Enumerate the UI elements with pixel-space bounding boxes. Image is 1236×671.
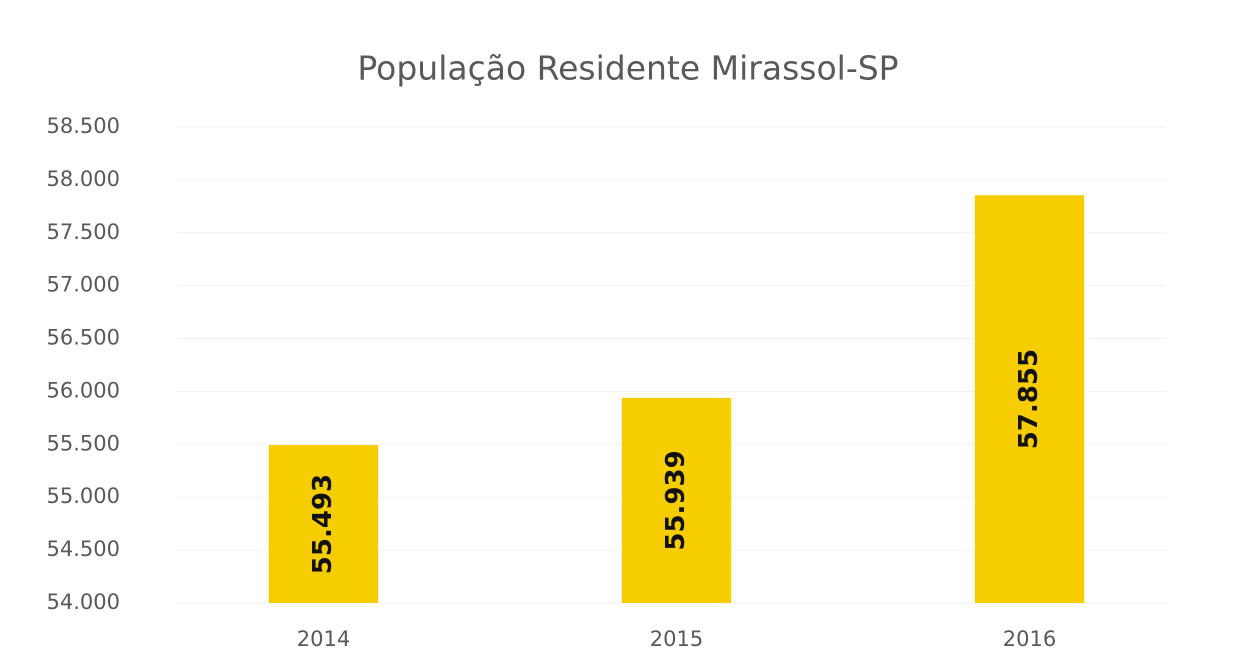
x-tick-label: 2014 bbox=[297, 627, 350, 651]
y-tick-label: 56.000 bbox=[47, 378, 120, 402]
y-tick-label: 58.500 bbox=[47, 114, 120, 138]
y-tick-label: 54.000 bbox=[47, 590, 120, 614]
bar bbox=[974, 195, 1085, 603]
x-tick-label: 2016 bbox=[1003, 627, 1056, 651]
y-tick-label: 54.500 bbox=[47, 537, 120, 561]
bar bbox=[268, 445, 379, 603]
y-tick-label: 57.500 bbox=[47, 220, 120, 244]
y-tick-label: 57.000 bbox=[47, 273, 120, 297]
data-label: 55.493 bbox=[308, 474, 338, 574]
data-label: 55.939 bbox=[661, 450, 691, 550]
data-label: 57.855 bbox=[1014, 349, 1044, 449]
y-tick-label: 55.500 bbox=[47, 431, 120, 455]
y-tick-label: 56.500 bbox=[47, 326, 120, 350]
x-tick-label: 2015 bbox=[650, 627, 703, 651]
bar bbox=[621, 397, 732, 603]
y-tick-label: 55.000 bbox=[47, 484, 120, 508]
y-tick-label: 58.000 bbox=[47, 167, 120, 191]
chart-title: População Residente Mirassol-SP bbox=[357, 49, 898, 88]
